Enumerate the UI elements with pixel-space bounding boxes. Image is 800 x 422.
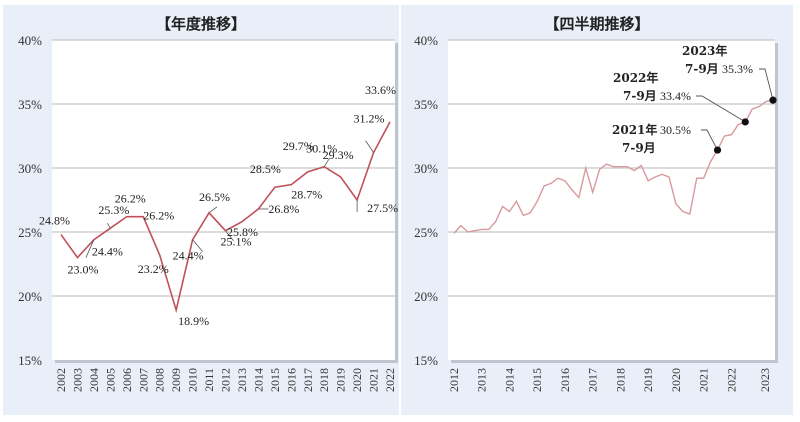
- annual-y-tick: 30%: [18, 161, 42, 176]
- quarterly-highlight-point: [769, 96, 777, 104]
- quarterly-annotation-value: 33.4%: [660, 89, 691, 103]
- quarterly-leader-line: [759, 68, 774, 101]
- annual-data-label: 29.3%: [323, 148, 354, 162]
- annual-plot-area: 15% 20% 25% 30% 35% 40%: [18, 33, 398, 368]
- quarterly-annotation-year: 2022年: [613, 70, 658, 85]
- quarterly-leader-line: [696, 95, 746, 123]
- annual-leader-line: [107, 222, 111, 229]
- annual-x-tick: 2017: [301, 368, 315, 392]
- annual-data-label: 24.4%: [173, 249, 204, 263]
- annual-x-tick: 2021: [367, 368, 381, 392]
- quarterly-annotation-year: 2023年: [682, 43, 727, 58]
- annual-leader-line: [208, 206, 218, 214]
- annual-x-tick: 2022: [383, 368, 397, 392]
- annual-y-tick: 25%: [18, 225, 42, 240]
- quarterly-highlight-point: [713, 146, 722, 154]
- annual-x-tick: 2012: [219, 368, 233, 392]
- annual-data-label: 23.2%: [138, 262, 169, 276]
- annual-x-tick: 2015: [268, 368, 282, 392]
- quarterly-highlight-point: [741, 118, 749, 126]
- annual-x-tick: 2005: [103, 368, 117, 392]
- quarterly-line: [453, 99, 774, 234]
- quarterly-chart-title: 【四半期推移】: [544, 15, 650, 33]
- annual-x-tick: 2010: [186, 368, 200, 392]
- annual-data-label: 24.8%: [39, 214, 70, 228]
- annual-x-tick: 2009: [169, 368, 183, 392]
- annual-x-tick: 2002: [54, 368, 68, 392]
- annual-y-tick: 20%: [18, 289, 42, 304]
- annual-x-tick: 2011: [202, 368, 216, 392]
- annual-x-tick: 2006: [120, 368, 134, 392]
- quarterly-y-tick: 40%: [414, 33, 438, 48]
- quarterly-x-tick: 2014: [502, 368, 516, 392]
- quarterly-annotation-months: 7-9月: [622, 141, 656, 155]
- annual-y-tick: 35%: [18, 97, 42, 112]
- annual-x-tick: 2003: [70, 368, 84, 392]
- quarterly-x-tick: 2015: [530, 368, 544, 392]
- annual-data-label: 28.5%: [250, 162, 281, 176]
- quarterly-x-tick: 2020: [669, 368, 683, 392]
- annual-data-label: 33.6%: [365, 83, 396, 97]
- annual-x-tick: 2004: [87, 368, 101, 392]
- annual-data-label: 25.8%: [227, 225, 258, 239]
- annual-data-label: 28.7%: [291, 188, 322, 202]
- annual-x-tick: 2013: [235, 368, 249, 392]
- quarterly-y-tick: 25%: [414, 225, 438, 240]
- quarterly-x-tick: 2018: [613, 368, 627, 392]
- annual-y-tick: 40%: [18, 33, 42, 48]
- quarterly-x-tick: 2017: [586, 368, 600, 392]
- quarterly-x-tick: 2019: [641, 368, 655, 392]
- annual-x-tick: 2008: [153, 368, 167, 392]
- annual-data-label: 26.2%: [115, 192, 146, 206]
- annual-data-label: 25.1%: [221, 235, 252, 249]
- quarterly-x-tick: 2013: [475, 368, 489, 392]
- quarterly-y-tick: 35%: [414, 97, 438, 112]
- quarterly-x-tick: 2023: [758, 368, 772, 392]
- annual-x-tick: 2014: [251, 368, 265, 392]
- annual-data-label: 31.2%: [354, 112, 385, 126]
- annual-x-tick: 2019: [334, 368, 348, 392]
- quarterly-y-tick: 20%: [414, 289, 438, 304]
- quarterly-y-tick: 30%: [414, 161, 438, 176]
- annual-leader-line: [85, 239, 95, 258]
- quarterly-x-tick: 2012: [447, 368, 461, 392]
- quarterly-annotation-year: 2021年: [612, 122, 657, 137]
- quarterly-annotation-months: 7-9月: [685, 62, 719, 76]
- annual-x-tick: 2007: [136, 368, 150, 392]
- annual-data-label: 26.5%: [199, 190, 230, 204]
- quarterly-plot-area: 15% 20% 25% 30% 35% 40%: [414, 33, 778, 368]
- quarterly-leader-line: [701, 129, 718, 151]
- quarterly-x-tick: 2021: [697, 368, 711, 392]
- annual-data-label: 30.1%: [306, 142, 337, 156]
- quarterly-y-tick: 15%: [414, 353, 438, 368]
- quarterly-annotation-value: 35.3%: [722, 62, 753, 76]
- annual-x-tick: 2016: [284, 368, 298, 392]
- annual-data-label: 27.5%: [367, 201, 398, 215]
- annual-data-label: 29.7%: [283, 139, 314, 153]
- annual-data-label: 25.3%: [98, 203, 129, 217]
- annual-leader-line: [365, 140, 374, 153]
- annual-data-label: 26.8%: [268, 202, 299, 216]
- annual-leader-line: [192, 239, 203, 252]
- annual-leader-line: [225, 230, 234, 241]
- annual-data-label: 18.9%: [178, 314, 209, 328]
- annual-data-label: 24.4%: [92, 245, 123, 259]
- quarterly-annotation-value: 30.5%: [660, 123, 691, 137]
- annual-x-tick: 2018: [317, 368, 331, 392]
- annual-x-tick: 2020: [350, 368, 364, 392]
- annual-leader-line: [323, 158, 330, 167]
- quarterly-x-tick: 2022: [724, 368, 738, 392]
- annual-y-tick: 15%: [18, 353, 42, 368]
- quarterly-annotation-months: 7-9月: [623, 89, 657, 103]
- annual-data-label: 26.2%: [143, 209, 174, 223]
- annual-chart-title: 【年度推移】: [155, 15, 246, 33]
- annual-data-label: 23.0%: [67, 263, 98, 277]
- quarterly-x-tick: 2016: [558, 368, 572, 392]
